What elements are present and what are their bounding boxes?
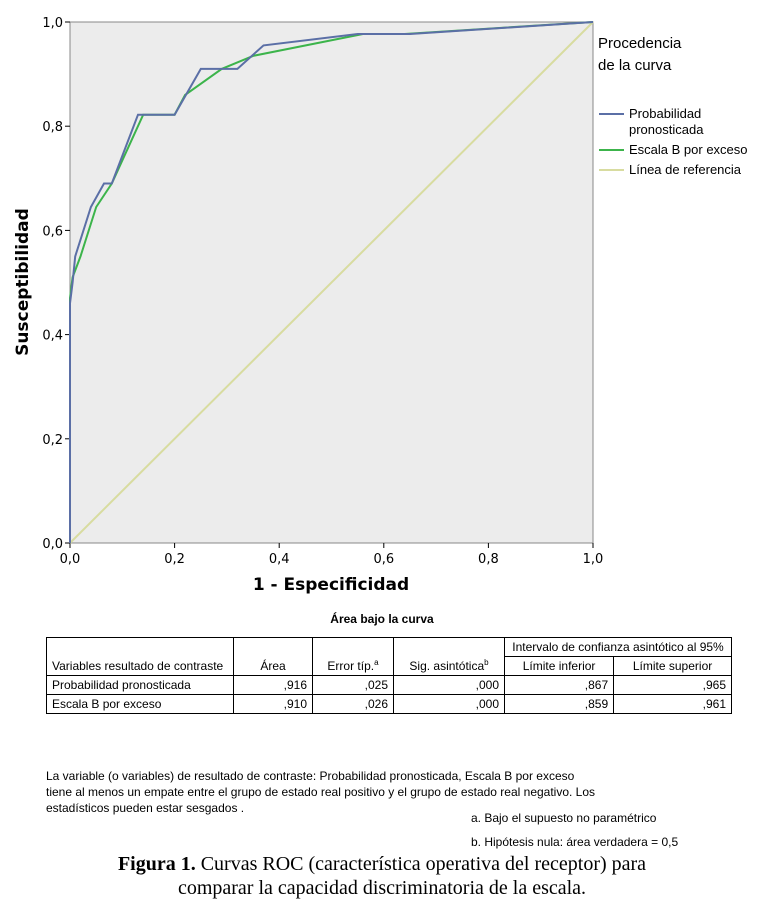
y-tick-label: 0,4 (42, 329, 63, 344)
cell-sig: ,000 (393, 694, 505, 714)
cell-lower: ,867 (503, 675, 615, 695)
legend-title: de la curva (598, 57, 672, 74)
x-tick-label: 0,6 (373, 552, 394, 567)
header-lower: Límite inferior (503, 656, 615, 676)
cell-upper: ,961 (613, 694, 732, 714)
cell-upper: ,965 (613, 675, 732, 695)
x-tick-label: 1,0 (583, 552, 604, 567)
y-tick-label: 0,8 (42, 120, 63, 135)
table-title: Área bajo la curva (330, 612, 434, 626)
cell-area: ,910 (233, 694, 313, 714)
x-tick-label: 0,2 (164, 552, 185, 567)
cell-error: ,025 (312, 675, 394, 695)
y-tick-label: 0,0 (42, 537, 63, 552)
y-tick-label: 0,2 (42, 433, 63, 448)
auc-table: Variables resultado de contraste Área Er… (46, 637, 732, 714)
legend-title: Procedencia (598, 35, 682, 52)
header-upper: Límite superior (613, 656, 732, 676)
header-variable: Variables resultado de contraste (46, 637, 234, 676)
x-tick-label: 0,4 (269, 552, 290, 567)
cell-area: ,916 (233, 675, 313, 695)
x-axis-label: 1 - Especificidad (253, 575, 409, 595)
cell-variable: Escala B por exceso (46, 694, 234, 714)
figure-caption: Figura 1. Curvas ROC (característica ope… (117, 853, 647, 899)
note-tie: La variable (o variables) de resultado d… (46, 769, 596, 815)
table-row: Escala B por exceso ,910 ,026 ,000 ,859 … (46, 694, 732, 714)
series-line-3 (69, 21, 594, 544)
legend: Procedencia de la curva Probabilidadpronos… (598, 35, 748, 177)
y-tick-label: 0,6 (42, 224, 63, 239)
cell-error: ,026 (312, 694, 394, 714)
cell-lower: ,859 (503, 694, 615, 714)
legend-label-1: pronosticada (629, 122, 704, 137)
header-ci: Intervalo de confianza asintótico al 95% (504, 637, 732, 657)
cell-variable: Probabilidad pronosticada (46, 675, 234, 695)
legend-label-3: Línea de referencia (629, 162, 742, 177)
cell-sig: ,000 (393, 675, 505, 695)
x-tick-label: 0,8 (478, 552, 499, 567)
header-area: Área (233, 637, 313, 676)
y-axis-label: Susceptibilidad (13, 208, 33, 356)
series-line-1 (69, 21, 594, 543)
header-sig: Sig. asintóticab (393, 637, 505, 676)
y-tick-label: 1,0 (42, 16, 63, 31)
header-error: Error típ.a (312, 637, 394, 676)
legend-label-1: Probabilidad (629, 106, 701, 121)
roc-chart: 0,0 0,2 0,4 0,6 0,8 1,0 0,0 0,2 0,4 0,6 0,8 1,0 Sus… (13, 16, 748, 595)
note-a: a. Bajo el supuesto no paramétrico (471, 811, 657, 825)
x-tick-label: 0,0 (60, 552, 81, 567)
note-b: b. Hipótesis nula: área verdadera = 0,5 (471, 835, 679, 849)
table-row: Probabilidad pronosticada ,916 ,025 ,000… (46, 675, 732, 695)
legend-label-2: Escala B por exceso (629, 142, 748, 157)
